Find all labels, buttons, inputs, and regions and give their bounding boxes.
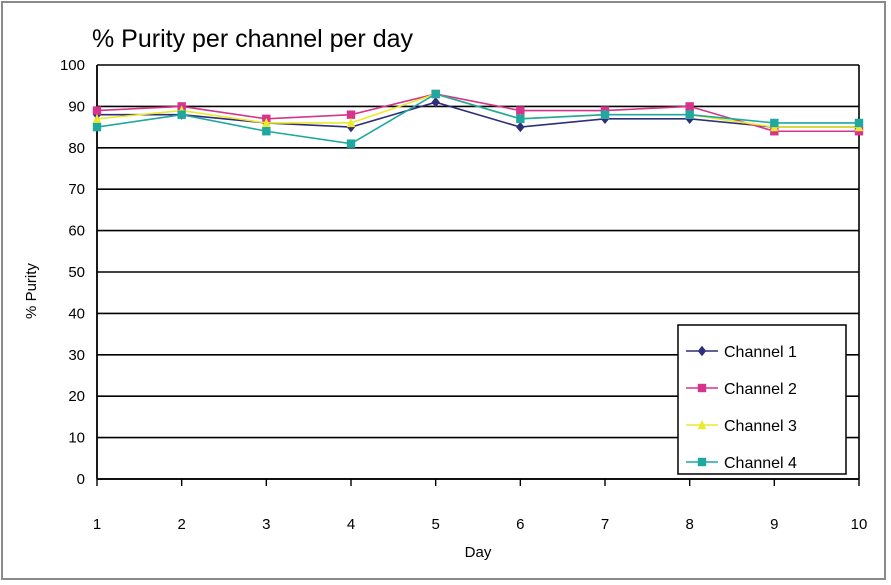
legend: Channel 1 Channel 2 Channel 3 Channel 4	[677, 324, 847, 475]
legend-swatch-marker	[697, 419, 707, 430]
legend-swatch-marker	[697, 383, 707, 393]
data-point	[346, 139, 356, 148]
x-tick-label: 2	[177, 516, 185, 533]
data-point	[431, 89, 440, 99]
data-point	[600, 110, 610, 119]
x-tick-label: 4	[347, 516, 355, 533]
data-point	[92, 106, 102, 115]
y-tick-label: 30	[68, 347, 85, 364]
series-lines	[92, 88, 864, 148]
y-axis-ticks: 0 10 20 30 40 50 60 70 80 90 100	[60, 57, 85, 488]
x-tick-label: 6	[516, 516, 524, 533]
legend-swatch-marker	[697, 345, 707, 357]
legend-label: Channel 3	[724, 418, 797, 435]
data-point	[262, 127, 271, 136]
y-tick-label: 0	[77, 471, 85, 488]
legend-label: Channel 4	[724, 455, 797, 472]
y-axis-label: % Purity	[23, 263, 40, 319]
y-tick-label: 50	[68, 264, 85, 281]
y-tick-label: 80	[68, 140, 85, 157]
data-point	[685, 110, 694, 119]
legend-box	[677, 324, 847, 475]
x-tick-label: 5	[431, 516, 439, 533]
legend-label: Channel 1	[724, 344, 797, 361]
series-4	[92, 89, 864, 148]
data-point	[346, 117, 356, 128]
data-point	[854, 118, 864, 128]
data-point	[262, 117, 271, 128]
legend-item: Channel 4	[686, 455, 797, 472]
data-point	[92, 113, 102, 124]
x-tick-label: 9	[770, 516, 778, 533]
x-tick-label: 10	[851, 516, 868, 533]
y-tick-label: 10	[68, 430, 85, 447]
series-line	[96, 93, 859, 145]
data-point	[516, 121, 525, 133]
legend-item: Channel 2	[686, 381, 797, 398]
x-tick-label: 7	[601, 516, 609, 533]
y-tick-label: 100	[60, 57, 85, 74]
data-point	[770, 118, 779, 128]
legend-item: Channel 1	[686, 344, 797, 361]
data-point	[685, 102, 694, 111]
x-tick-label: 3	[262, 516, 270, 533]
legend-swatch-marker	[697, 457, 707, 467]
data-point	[431, 97, 440, 108]
chart-title: % Purity per channel per day	[92, 25, 414, 53]
data-point	[177, 110, 186, 119]
series-line	[96, 93, 859, 133]
data-point	[346, 110, 356, 119]
y-tick-label: 70	[68, 181, 85, 198]
x-tick-label: 8	[685, 516, 693, 533]
legend-item: Channel 3	[686, 418, 797, 435]
data-point	[516, 106, 525, 115]
data-point	[516, 114, 525, 124]
series-2	[92, 89, 864, 136]
y-tick-label: 40	[68, 305, 85, 322]
y-tick-label: 20	[68, 388, 85, 405]
data-point	[92, 122, 102, 132]
series-line	[97, 101, 859, 128]
y-tick-label: 90	[68, 98, 85, 115]
legend-label: Channel 2	[724, 381, 797, 398]
x-tick-label: 1	[93, 516, 101, 533]
y-tick-label: 60	[68, 223, 85, 240]
x-axis-ticks: 1 2 3 4 5 6 7 8 9 10	[93, 479, 868, 533]
x-axis-label: Day	[465, 544, 492, 561]
